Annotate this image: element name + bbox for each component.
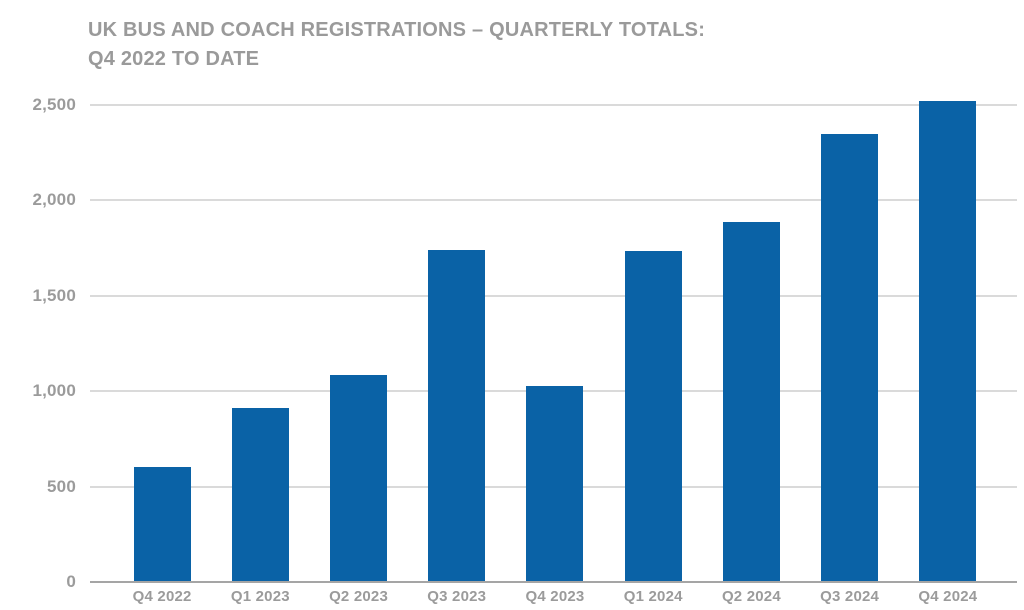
y-tick-label: 500 [47, 476, 76, 496]
x-axis-line [90, 581, 1017, 583]
x-tick-label: Q4 2024 [918, 588, 978, 605]
bar-q3-2023 [428, 250, 486, 582]
bar-slot [113, 105, 211, 582]
chart-title-line1: UK BUS AND COACH REGISTRATIONS – QUARTER… [88, 19, 706, 41]
bar-slot [506, 105, 604, 582]
bar-q1-2024 [624, 250, 682, 582]
x-tick-label: Q4 2022 [132, 588, 192, 605]
y-tick-label: 1,500 [32, 285, 76, 305]
bar-slot [899, 101, 997, 582]
bar-q4-2023 [526, 386, 584, 582]
x-axis-tick-labels: Q4 2022 Q1 2023 Q2 2023 Q3 2023 Q4 2023 Q1 20… [113, 588, 997, 605]
bar-slot [408, 105, 506, 582]
y-tick-label: 1,000 [32, 381, 76, 401]
x-tick-label: Q1 2023 [230, 588, 290, 605]
x-tick-label: Q4 2023 [525, 588, 585, 605]
y-tick-label: 2,500 [32, 95, 76, 114]
bar-slot [702, 105, 800, 582]
bar-slot [801, 105, 899, 582]
x-tick-label: Q3 2023 [427, 588, 487, 605]
bar-q1-2023 [231, 408, 289, 582]
bar-slot [211, 105, 309, 582]
x-tick-label: Q3 2024 [820, 588, 880, 605]
x-tick-label: Q1 2024 [623, 588, 683, 605]
bar-q4-2024 [919, 101, 977, 582]
bars-layer [113, 101, 997, 582]
gridline [90, 104, 1017, 106]
bar-q3-2024 [821, 133, 879, 582]
y-axis-tick-labels: 0 500 1,000 1,500 2,000 2,500 [0, 95, 76, 591]
bar-q2-2023 [330, 374, 388, 582]
chart-title: UK BUS AND COACH REGISTRATIONS – QUARTER… [88, 16, 705, 74]
gridline [90, 199, 1017, 202]
chart-title-line2: Q4 2022 TO DATE [88, 48, 260, 70]
y-tick-label: 0 [66, 572, 76, 591]
plot-area [90, 101, 1017, 583]
x-tick-label: Q2 2023 [329, 588, 389, 605]
bar-slot [309, 105, 407, 582]
bar-q4-2022 [133, 466, 191, 582]
bar-q2-2024 [722, 222, 780, 582]
gridline [90, 294, 1017, 297]
y-tick-label: 2,000 [32, 190, 76, 210]
x-tick-label: Q2 2024 [721, 588, 781, 605]
bar-slot [604, 105, 702, 582]
